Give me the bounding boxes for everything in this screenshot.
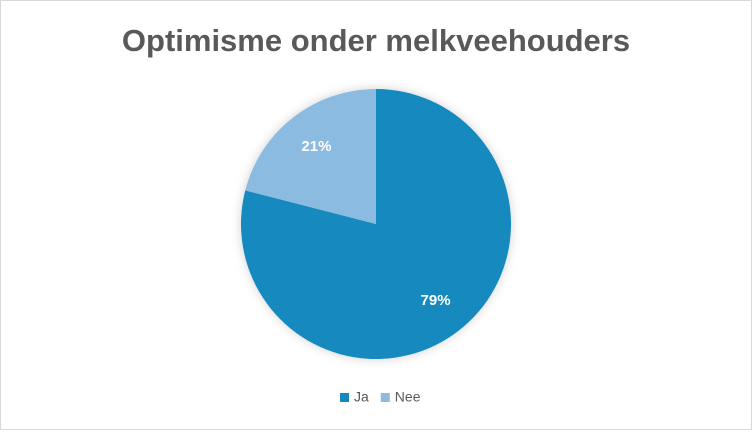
pie — [240, 89, 511, 360]
pie-slice — [245, 89, 376, 224]
data-label: 79% — [421, 292, 451, 309]
legend-label: Ja — [354, 389, 369, 405]
legend-swatch — [340, 393, 349, 402]
pie-slice — [240, 89, 511, 360]
legend: Ja Nee — [340, 389, 421, 405]
data-label: 21% — [301, 138, 331, 155]
legend-swatch — [380, 393, 390, 402]
chart-title: Optimisme onder melkveehouders — [122, 23, 630, 58]
labels: 79% 21% — [301, 138, 450, 309]
legend-label: Nee — [395, 389, 421, 405]
